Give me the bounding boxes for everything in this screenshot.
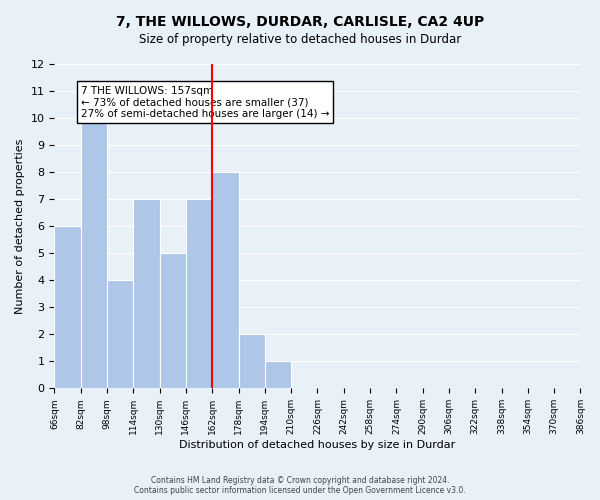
Text: 7, THE WILLOWS, DURDAR, CARLISLE, CA2 4UP: 7, THE WILLOWS, DURDAR, CARLISLE, CA2 4U… <box>116 15 484 29</box>
Bar <box>239 334 265 388</box>
Bar <box>265 362 291 388</box>
Text: Size of property relative to detached houses in Durdar: Size of property relative to detached ho… <box>139 32 461 46</box>
Bar <box>212 172 239 388</box>
Bar <box>133 199 160 388</box>
Bar <box>81 118 107 388</box>
Bar <box>107 280 133 388</box>
Bar <box>186 199 212 388</box>
Y-axis label: Number of detached properties: Number of detached properties <box>15 138 25 314</box>
Text: Contains HM Land Registry data © Crown copyright and database right 2024.
Contai: Contains HM Land Registry data © Crown c… <box>134 476 466 495</box>
Text: 7 THE WILLOWS: 157sqm
← 73% of detached houses are smaller (37)
27% of semi-deta: 7 THE WILLOWS: 157sqm ← 73% of detached … <box>81 86 329 119</box>
Bar <box>160 253 186 388</box>
X-axis label: Distribution of detached houses by size in Durdar: Distribution of detached houses by size … <box>179 440 455 450</box>
Bar <box>55 226 81 388</box>
